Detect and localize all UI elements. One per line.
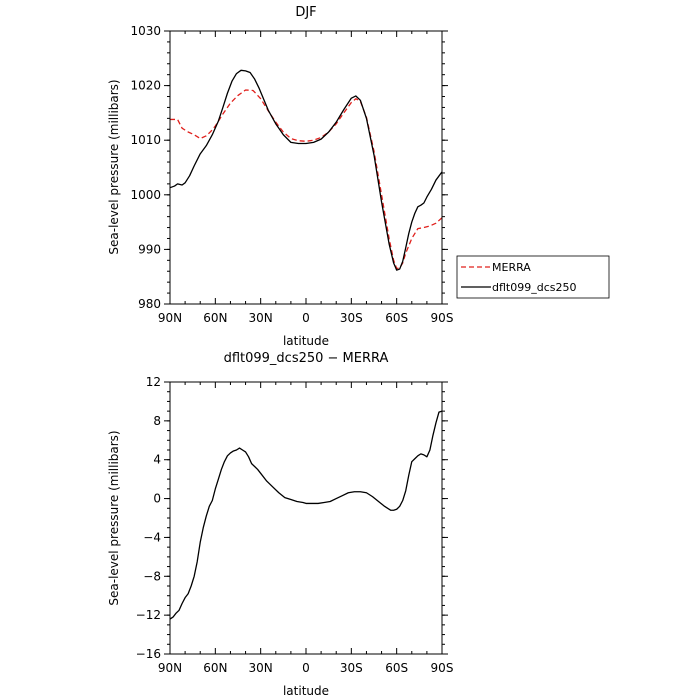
panel-bottom-title: dflt099_dcs250 − MERRA — [224, 351, 389, 366]
bottom-ytick-label: −8 — [143, 569, 161, 583]
bottom-ytick-label: 12 — [146, 375, 161, 389]
legend-label-model: dflt099_dcs250 — [492, 281, 576, 294]
bottom-ytick-label: 8 — [153, 414, 161, 428]
bottom-xtick-label: 90S — [431, 661, 454, 675]
top-xtick-label: 30N — [249, 311, 273, 325]
panel-bottom-xlabel: latitude — [283, 684, 329, 698]
bottom-xtick-label: 0 — [302, 661, 310, 675]
bottom-xtick-label: 30S — [340, 661, 363, 675]
panel-bottom-frame — [169, 381, 443, 655]
top-xtick-label: 90N — [158, 311, 182, 325]
top-xtick-label: 30S — [340, 311, 363, 325]
bottom-series-line-difference — [169, 410, 443, 620]
top-xtick-label: 90S — [431, 311, 454, 325]
top-ytick-label: 1020 — [130, 79, 161, 93]
legend-label-merra: MERRA — [492, 261, 531, 274]
bottom-ytick-label: 0 — [153, 492, 161, 506]
panel-top-ylabel: Sea-level pressure (millibars) — [107, 79, 121, 254]
bottom-xtick-label: 90N — [158, 661, 182, 675]
panel-djf: DJF 90N 60N 30N 0 30S 60S 90S 980 990 1000 1010 102… — [107, 5, 453, 348]
top-xtick-label: 60N — [203, 311, 227, 325]
bottom-ytick-label: −12 — [136, 608, 161, 622]
top-ytick-label: 980 — [138, 297, 161, 311]
panel-top-title: DJF — [295, 5, 316, 20]
legend: MERRA dflt099_dcs250 — [456, 255, 610, 299]
bottom-xtick-label: 30N — [249, 661, 273, 675]
panel-top-frame — [169, 30, 443, 305]
top-ytick-label: 1010 — [130, 133, 161, 147]
top-ytick-label: 1030 — [130, 24, 161, 38]
legend-box — [456, 255, 610, 299]
panel-bottom-ylabel: Sea-level pressure (millibars) — [107, 430, 121, 605]
bottom-xtick-label: 60S — [385, 661, 408, 675]
top-series-line-model — [169, 69, 443, 271]
bottom-ytick-label: −16 — [136, 647, 161, 661]
bottom-xtick-label: 60N — [203, 661, 227, 675]
bottom-ytick-label: 4 — [153, 453, 161, 467]
panel-difference: dflt099_dcs250 − MERRA 90N 60N 30N 0 30S 60S 9… — [107, 351, 453, 698]
bottom-ytick-label: −4 — [143, 530, 161, 544]
panel-top-xlabel: latitude — [283, 334, 329, 348]
top-xtick-label: 0 — [302, 311, 310, 325]
top-series-line-merra — [170, 89, 443, 270]
top-xtick-label: 60S — [385, 311, 408, 325]
top-ytick-label: 990 — [138, 242, 161, 256]
top-ytick-label: 1000 — [130, 188, 161, 202]
